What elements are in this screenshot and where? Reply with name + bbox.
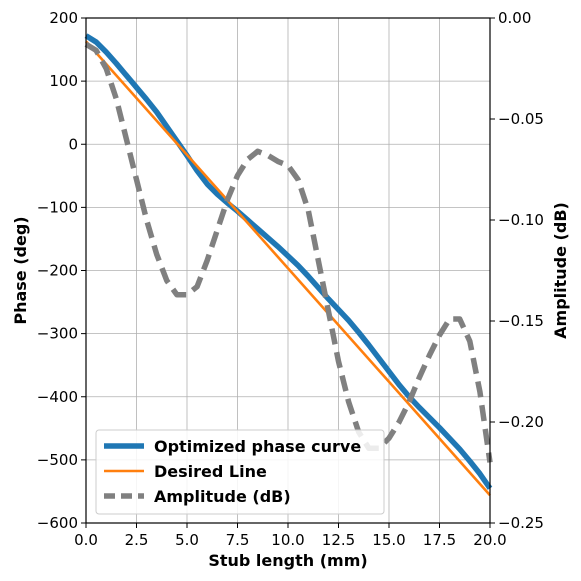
y-left-tick-label: −500	[37, 451, 78, 469]
x-tick-label: 17.5	[423, 531, 456, 549]
y-left-tick-label: −200	[37, 262, 78, 280]
legend-label-amplitude: Amplitude (dB)	[154, 487, 291, 506]
y-left-tick-label: 200	[49, 9, 78, 27]
x-tick-label: 15.0	[372, 531, 405, 549]
y-right-tick-label: −0.05	[498, 110, 544, 128]
x-tick-label: 10.0	[271, 531, 304, 549]
y-right-tick-label: −0.20	[498, 413, 544, 431]
y-right-axis-title: Amplitude (dB)	[551, 202, 570, 339]
series-desired-line	[85, 40, 491, 497]
legend-label-desired: Desired Line	[154, 462, 267, 481]
tick-labels: 0.0 2.5 5.0 7.5 10.0 12.5 15.0 17.5 20.0 200 100 0 −…	[37, 9, 544, 549]
x-axis-title: Stub length (mm)	[208, 551, 367, 570]
x-tick-label: 12.5	[322, 531, 355, 549]
y-left-tick-label: 100	[49, 72, 78, 90]
x-tick-label: 20.0	[473, 531, 506, 549]
y-right-tick-label: 0.00	[498, 9, 531, 27]
x-tick-label: 0.0	[74, 531, 98, 549]
x-tick-label: 7.5	[226, 531, 250, 549]
y-left-axis-title: Phase (deg)	[11, 216, 30, 324]
series-optimized-phase	[84, 33, 493, 490]
series-amplitude	[84, 41, 493, 463]
y-left-tick-label: −600	[37, 514, 78, 532]
legend-box	[95, 429, 385, 515]
plot-series	[84, 33, 493, 497]
legend: Optimized phase curve Desired Line Ampli…	[95, 429, 385, 515]
y-right-tick-label: −0.15	[498, 312, 544, 330]
y-left-tick-label: −100	[37, 198, 78, 216]
y-left-tick-label: 0	[68, 135, 78, 153]
legend-label-optimized: Optimized phase curve	[154, 437, 361, 456]
y-left-tick-label: −400	[37, 388, 78, 406]
y-left-tick-label: −300	[37, 325, 78, 343]
x-tick-label: 2.5	[125, 531, 149, 549]
y-right-tick-label: −0.25	[498, 514, 544, 532]
y-right-tick-label: −0.10	[498, 211, 544, 229]
x-tick-label: 5.0	[175, 531, 199, 549]
axis-ticks	[81, 17, 495, 528]
